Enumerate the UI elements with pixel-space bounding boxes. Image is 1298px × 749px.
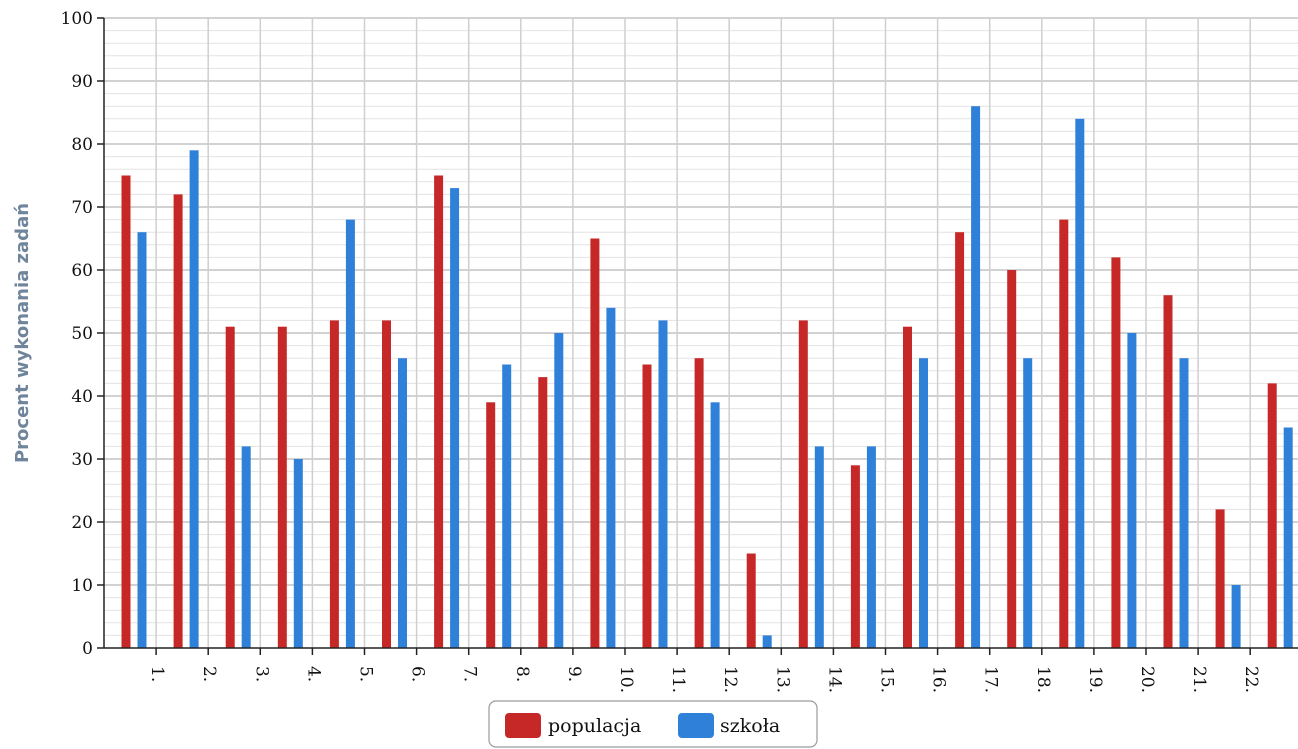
bar-populacja-22[interactable] — [1215, 509, 1225, 648]
y-tick-label: 80 — [71, 135, 93, 155]
legend-swatch-szkoła — [678, 713, 714, 738]
bar-populacja-16[interactable] — [903, 326, 912, 648]
x-tick-label: 9. — [564, 666, 584, 682]
y-tick-label: 90 — [71, 72, 93, 92]
bar-szkoła-21[interactable] — [1179, 358, 1189, 648]
bar-szkoła-12[interactable] — [710, 402, 720, 648]
bar-populacja-18[interactable] — [1007, 270, 1017, 648]
y-tick-label: 50 — [71, 324, 93, 344]
bar-szkoła-18[interactable] — [1023, 358, 1033, 648]
bar-populacja-1[interactable] — [121, 175, 131, 649]
bar-populacja-19[interactable] — [1059, 219, 1069, 648]
bar-szkoła-3[interactable] — [241, 446, 251, 648]
bar-populacja-8[interactable] — [486, 402, 496, 648]
bar-populacja-21[interactable] — [1163, 295, 1173, 648]
bar-populacja-17[interactable] — [955, 232, 965, 648]
bar-szkoła-9[interactable] — [554, 333, 564, 648]
x-tick-label: 13. — [772, 666, 792, 693]
x-tick-label: 15. — [876, 666, 896, 693]
bar-szkoła-11[interactable] — [658, 320, 668, 648]
bar-populacja-2[interactable] — [173, 194, 183, 648]
legend[interactable]: populacja szkoła — [488, 700, 818, 748]
bar-szkoła-2[interactable] — [189, 150, 199, 649]
x-tick-label: 22. — [1241, 666, 1261, 693]
bar-populacja-5[interactable] — [329, 320, 339, 648]
legend-swatch-populacja — [505, 713, 541, 738]
bar-szkoła-23[interactable] — [1283, 427, 1293, 649]
y-tick-label: 70 — [71, 198, 93, 218]
bars — [121, 106, 1293, 649]
bar-szkoła-10[interactable] — [606, 307, 616, 648]
x-tick-label: 7. — [460, 666, 480, 682]
x-tick-labels: 1. 2. 3. 4. 5. 6. 7. 8. 9. 10. 11. 12. 13. 14. 15. 16. 1… — [147, 666, 1298, 693]
bar-szkoła-13[interactable] — [762, 635, 772, 648]
bar-populacja-4[interactable] — [277, 326, 287, 648]
bar-populacja-7[interactable] — [434, 175, 444, 649]
x-tick-label: 3. — [251, 666, 271, 682]
x-tick-label: 14. — [824, 666, 844, 693]
y-tick-labels: 0 10 20 30 40 50 60 70 80 90 100 — [61, 9, 93, 659]
bar-szkoła-16[interactable] — [919, 358, 928, 648]
y-tick-label: 20 — [71, 513, 93, 533]
x-tick-label: 21. — [1189, 666, 1209, 693]
bar-szkoła-20[interactable] — [1127, 333, 1137, 648]
bar-populacja-3[interactable] — [225, 326, 235, 648]
bar-populacja-15[interactable] — [850, 465, 860, 648]
x-tick-label: 20. — [1137, 666, 1157, 693]
x-tick-label: 16. — [929, 666, 949, 693]
y-tick-label: 0 — [82, 639, 93, 659]
bar-populacja-14[interactable] — [798, 320, 808, 648]
bar-szkoła-6[interactable] — [398, 358, 407, 648]
bar-populacja-12[interactable] — [694, 358, 704, 648]
legend-label-populacja: populacja — [548, 715, 641, 737]
bar-szkoła-14[interactable] — [814, 446, 824, 648]
x-tick-label: 8. — [512, 666, 532, 682]
y-axis-label: Procent wykonania zadań — [12, 203, 33, 463]
x-tick-label: 23. — [1293, 666, 1298, 693]
bar-szkoła-5[interactable] — [345, 219, 355, 648]
bar-szkoła-1[interactable] — [137, 232, 147, 648]
bar-szkoła-4[interactable] — [293, 459, 303, 648]
x-tick-label: 10. — [616, 666, 636, 693]
x-tick-label: 1. — [147, 666, 167, 682]
legend-label-szkoła: szkoła — [720, 715, 780, 737]
bar-szkoła-22[interactable] — [1231, 585, 1241, 648]
bar-populacja-9[interactable] — [538, 377, 548, 648]
bar-populacja-13[interactable] — [746, 553, 756, 649]
x-tick-label: 18. — [1033, 666, 1053, 693]
bar-populacja-10[interactable] — [590, 238, 600, 649]
axes — [97, 17, 1298, 655]
major-gridlines — [104, 17, 1298, 648]
legend-box — [488, 700, 818, 748]
bar-populacja-20[interactable] — [1111, 257, 1121, 648]
x-tick-label: 5. — [355, 666, 375, 682]
x-tick-label: 17. — [981, 666, 1001, 693]
x-tick-label: 4. — [303, 666, 323, 682]
bar-szkoła-17[interactable] — [971, 106, 981, 648]
bar-populacja-6[interactable] — [382, 320, 391, 648]
bar-szkoła-8[interactable] — [502, 364, 512, 649]
y-tick-label: 30 — [71, 450, 93, 470]
y-tick-label: 40 — [71, 387, 93, 407]
x-tick-label: 12. — [720, 666, 740, 693]
bar-szkoła-15[interactable] — [866, 446, 876, 648]
y-tick-label: 60 — [71, 261, 93, 281]
bar-populacja-23[interactable] — [1267, 383, 1277, 648]
x-tick-label: 19. — [1085, 666, 1105, 693]
bar-szkoła-19[interactable] — [1075, 118, 1085, 649]
y-tick-label: 100 — [61, 9, 93, 29]
bar-szkoła-7[interactable] — [450, 188, 460, 648]
x-tick-label: 6. — [408, 666, 428, 682]
y-tick-label: 10 — [71, 576, 93, 596]
x-tick-label: 2. — [199, 666, 219, 682]
x-tick-label: 11. — [668, 666, 688, 693]
bar-populacja-11[interactable] — [642, 364, 652, 649]
